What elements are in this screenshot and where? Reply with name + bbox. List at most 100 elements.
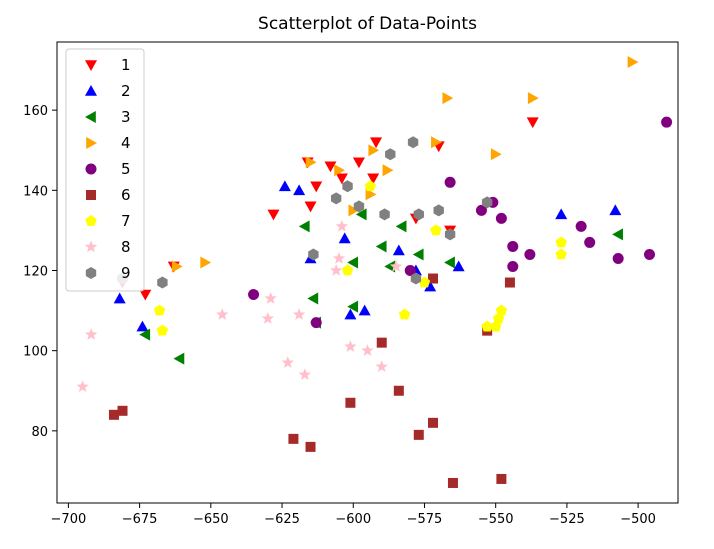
data-point-series-1 [304,201,317,213]
data-point-series-6 [288,433,299,444]
y-tick-label: 120 [23,264,48,279]
data-point-series-7 [495,304,508,316]
data-point-series-4 [200,256,212,269]
data-point-series-1 [310,181,323,193]
data-point-series-8 [361,344,374,356]
data-point-series-5 [248,289,260,301]
data-point-series-7 [153,304,166,316]
data-point-series-7 [481,320,493,332]
data-point-series-6 [504,277,515,288]
data-point-series-8 [335,219,349,232]
y-tick-label: 80 [31,425,48,440]
data-point-series-6 [413,429,424,440]
data-point-series-6 [117,405,128,416]
data-point-series-4 [442,92,454,105]
x-tick-label: −575 [407,512,443,527]
data-point-series-5 [495,212,507,224]
x-axis: −700 −675 −650 −625 −600 −575 −550 −525 −500 [51,503,656,527]
data-point-series-7 [430,224,442,236]
legend-label: 1 [121,56,131,74]
data-point-series-3 [444,256,455,269]
data-point-series-9 [444,228,456,241]
data-point-series-4 [627,56,639,69]
data-point-series-2 [136,320,149,332]
data-point-series-5 [475,204,487,216]
legend-item-3: 3 [85,108,131,126]
data-point-series-8 [375,360,388,372]
data-point-series-5 [507,240,519,252]
data-point-series-5 [644,248,656,260]
data-point-series-3 [298,220,310,233]
data-point-series-5 [661,116,673,128]
data-point-series-7 [555,248,567,260]
data-point-series-3 [173,352,185,365]
legend-marker-7 [85,215,97,226]
legend-label: 8 [121,238,131,256]
y-axis: 80 100 120 140 160 [23,104,57,440]
data-point-series-8 [298,368,312,380]
data-point-series-3 [412,248,424,261]
data-point-series-9 [157,276,168,289]
legend-marker-5 [85,163,97,175]
data-point-series-5 [575,220,587,232]
legend-box [65,48,145,292]
data-point-series-6 [496,473,507,484]
legend-label: 9 [121,264,131,282]
x-tick-label: −500 [620,512,656,527]
legend-marker-9 [85,267,97,279]
data-point-series-4 [490,148,502,161]
data-point-series-6 [345,397,356,408]
legend-item-7: 7 [85,212,131,230]
data-point-series-7 [398,308,411,320]
data-point-series-4 [334,164,346,177]
x-tick-label: −650 [193,512,229,527]
legend-item-5: 5 [85,160,131,178]
data-point-series-9 [433,204,444,217]
legend-marker-4 [86,137,97,149]
data-point-series-3 [375,240,387,253]
data-point-series-7 [341,264,354,276]
data-point-series-6 [305,441,316,452]
data-point-series-4 [382,164,394,177]
data-point-series-2 [392,244,405,256]
data-point-series-9 [385,148,396,161]
series-6 [108,273,515,488]
data-point-series-4 [365,188,377,201]
data-point-series-1 [526,117,539,129]
legend-label: 3 [121,108,131,126]
legend-marker-2 [85,85,97,96]
data-point-series-8 [344,340,357,352]
data-point-series-1 [335,173,348,185]
series-2 [113,180,622,332]
data-point-series-7 [555,236,567,248]
series-1 [116,117,539,301]
legend-item-6: 6 [86,186,131,204]
data-point-series-3 [139,328,151,341]
legend-item-1: 1 [85,56,131,74]
legend-label: 6 [121,186,131,204]
data-point-series-9 [481,196,493,209]
legend-marker-1 [85,60,97,71]
data-point-series-3 [347,300,359,313]
x-tick-label: −700 [51,512,87,527]
data-point-series-8 [216,308,229,320]
data-point-series-9 [379,208,390,221]
legend: 1 2 3 4 5 6 7 8 9 [65,48,145,292]
data-point-series-2 [113,292,126,304]
legend-item-8: 8 [84,238,131,256]
series-7 [153,180,567,336]
data-point-series-1 [267,209,280,221]
x-tick-label: −675 [122,512,158,527]
legend-marker-6 [86,190,96,200]
data-point-series-7 [418,276,431,288]
data-point-series-9 [410,272,422,285]
data-point-series-3 [307,292,319,305]
data-point-series-5 [524,248,536,260]
data-point-series-1 [352,157,365,169]
x-tick-label: −625 [264,512,300,527]
data-point-series-6 [376,337,387,348]
data-point-series-9 [407,136,419,149]
data-point-series-6 [108,409,119,420]
data-point-series-1 [324,161,337,173]
